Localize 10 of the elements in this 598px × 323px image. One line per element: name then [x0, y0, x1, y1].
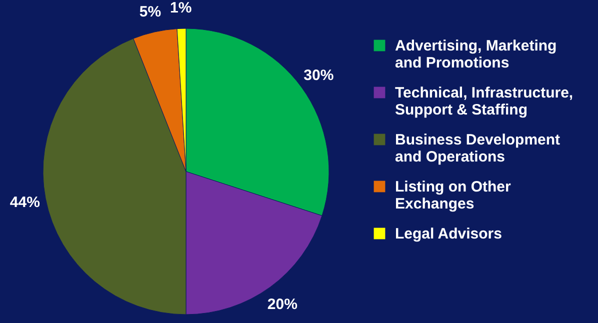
data-label: 20% [267, 296, 298, 314]
data-label: 44% [10, 194, 40, 212]
data-label: 1% [170, 0, 192, 17]
legend-label: Listing on Other Exchanges [395, 178, 511, 212]
legend-label: Advertising, Marketing and Promotions [395, 38, 557, 72]
data-label: 5% [139, 3, 162, 20]
legend-label: Legal Advisors [395, 226, 502, 242]
legend-label: Business Development and Operations [395, 132, 560, 166]
legend-label: Technical, Infrastructure, Support & Staffing [395, 84, 574, 118]
data-label: 30% [304, 67, 334, 84]
